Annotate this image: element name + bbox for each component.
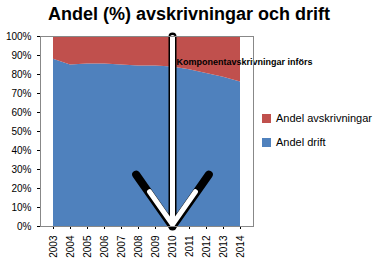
svg-text:2012: 2012 [201,235,212,258]
svg-text:50%: 50% [11,126,31,137]
svg-text:2009: 2009 [150,235,161,258]
svg-text:Komponentavskrivningar införs: Komponentavskrivningar införs [177,57,313,67]
svg-text:2014: 2014 [235,235,246,258]
html-text:Andel avskrivningar: Andel avskrivningar [276,112,372,124]
html-text:Andel drift: Andel drift [276,136,326,148]
svg-text:90%: 90% [11,50,31,61]
svg-text:2010: 2010 [167,235,178,258]
svg-text:40%: 40% [11,145,31,156]
svg-text:80%: 80% [11,69,31,80]
svg-text:60%: 60% [11,107,31,118]
svg-text:10%: 10% [11,202,31,213]
svg-text:0%: 0% [17,221,32,232]
svg-text:2005: 2005 [82,235,93,258]
svg-text:2011: 2011 [184,235,195,257]
svg-text:2006: 2006 [99,235,110,258]
svg-text:2004: 2004 [65,235,76,258]
svg-text:2008: 2008 [133,235,144,258]
svg-text:2007: 2007 [116,235,127,258]
svg-text:2003: 2003 [48,235,59,258]
svg-text:30%: 30% [11,164,31,175]
svg-text:70%: 70% [11,88,31,99]
svg-text:2013: 2013 [218,235,229,258]
svg-text:20%: 20% [11,183,31,194]
svg-text:100%: 100% [6,31,32,42]
html-text:Andel (%) avskrivningar och dr: Andel (%) avskrivningar och drift [48,4,330,24]
